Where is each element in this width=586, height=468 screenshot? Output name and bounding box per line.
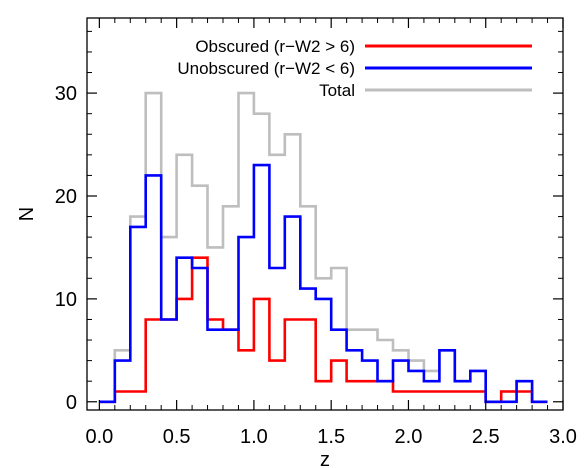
- y-tick-label: 20: [55, 186, 77, 208]
- series-layer: [99, 91, 548, 404]
- y-tick-label: 30: [55, 83, 77, 105]
- x-tick-label: 1.0: [240, 426, 268, 448]
- series-line-1: [99, 163, 548, 404]
- legend-label-1: Unobscured (r−W2 < 6): [177, 59, 355, 78]
- series-line-2: [99, 91, 548, 404]
- x-tick-label: 3.0: [549, 426, 577, 448]
- x-tick-label: 0.5: [163, 426, 191, 448]
- x-tick-label: 0.0: [85, 426, 113, 448]
- y-axis-label: N: [16, 207, 38, 221]
- ticks-layer: 0.0 0.5 1.0 1.5 2.0 2.5 3.0 0 10 20 30: [55, 18, 577, 448]
- plot-frame: [86, 17, 564, 411]
- x-tick-label: 2.0: [395, 426, 423, 448]
- legend: Obscured (r−W2 > 6) Unobscured (r−W2 < 6)…: [177, 37, 532, 100]
- y-tick-label: 0: [66, 392, 77, 414]
- legend-label-2: Total: [319, 81, 355, 100]
- y-tick-label: 10: [55, 289, 77, 311]
- x-tick-label: 1.5: [317, 426, 345, 448]
- x-axis-label: z: [320, 449, 330, 468]
- legend-label-0: Obscured (r−W2 > 6): [195, 37, 355, 56]
- x-tick-label: 2.5: [472, 426, 500, 448]
